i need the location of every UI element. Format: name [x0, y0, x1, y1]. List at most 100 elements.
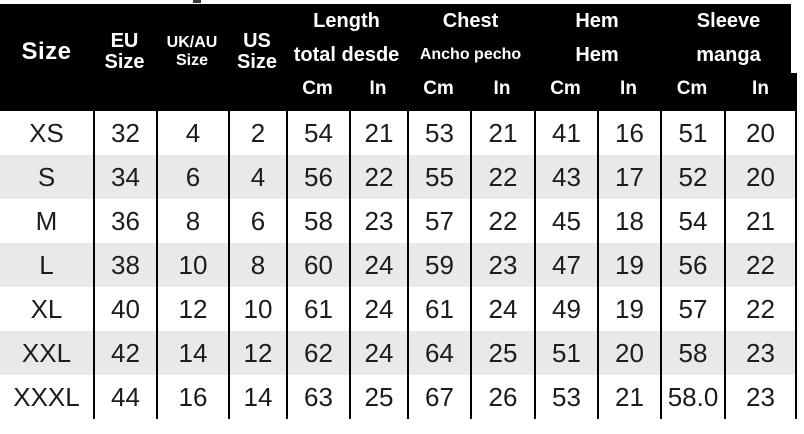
header-eu-line2: Size [104, 50, 145, 73]
value-cell: 23 [724, 331, 797, 375]
header-ukau-line2: Size [175, 51, 208, 69]
header-eu-size: EU Size [93, 4, 156, 111]
value-cell: 45 [534, 199, 597, 243]
value-cell: 16 [156, 375, 228, 419]
value-cell: 56 [660, 243, 724, 287]
header-chest-title: Chest [442, 9, 499, 32]
value-cell: 58.0 [660, 375, 724, 419]
value-cell: 2 [228, 111, 286, 155]
header-length-title: Length [313, 9, 380, 32]
value-cell: 21 [724, 199, 797, 243]
value-cell: 21 [349, 111, 407, 155]
value-cell: 17 [597, 155, 660, 199]
header-ukau-line1: UK/AU [166, 33, 218, 51]
header-hem-subtitle: Hem [575, 43, 619, 66]
value-cell: 52 [660, 155, 724, 199]
value-cell: 6 [156, 155, 228, 199]
value-cell: 4 [228, 155, 286, 199]
value-cell: 63 [286, 375, 349, 419]
value-cell: 61 [407, 287, 470, 331]
header-size-label: Size [21, 38, 72, 65]
value-cell: 32 [93, 111, 156, 155]
value-cell: 26 [470, 375, 534, 419]
value-cell: 53 [407, 111, 470, 155]
size-cell: XXL [21, 337, 72, 368]
value-cell: 59 [407, 243, 470, 287]
size-cell: M [35, 205, 58, 236]
header-us-line2: Size [236, 50, 278, 73]
value-cell: 58 [660, 331, 724, 375]
value-cell: 10 [156, 243, 228, 287]
value-cell: 62 [286, 331, 349, 375]
size-cell: XXXL [13, 381, 80, 412]
header-length-subtitle: total desde [293, 43, 400, 66]
value-cell: 14 [228, 375, 286, 419]
value-cell: 20 [724, 155, 797, 199]
unit-cm-label: Cm [302, 77, 333, 99]
value-cell: 8 [228, 243, 286, 287]
value-cell: 57 [407, 199, 470, 243]
header-sleeve-title: Sleeve [696, 9, 761, 32]
value-cell: 4 [156, 111, 228, 155]
value-cell: 22 [724, 287, 797, 331]
table-row: XL 40 12 10 61 24 61 24 49 19 57 22 [0, 287, 797, 331]
value-cell: 25 [470, 331, 534, 375]
value-cell: 8 [156, 199, 228, 243]
value-cell: 14 [156, 331, 228, 375]
size-cell: S [37, 161, 56, 192]
value-cell: 51 [660, 111, 724, 155]
value-cell: 49 [534, 287, 597, 331]
value-cell: 34 [93, 155, 156, 199]
value-cell: 12 [228, 331, 286, 375]
value-cell: 19 [597, 287, 660, 331]
value-cell: 58 [286, 199, 349, 243]
header-us-line1: US [243, 29, 271, 52]
unit-cm-label: Cm [423, 77, 454, 99]
value-cell: 38 [93, 243, 156, 287]
value-cell: 56 [286, 155, 349, 199]
value-cell: 6 [228, 199, 286, 243]
value-cell: 21 [597, 375, 660, 419]
table-row: XXL 42 14 12 62 24 64 25 51 20 58 23 [0, 331, 797, 375]
value-cell: 20 [597, 331, 660, 375]
value-cell: 40 [93, 287, 156, 331]
value-cell: 10 [228, 287, 286, 331]
value-cell: 36 [93, 199, 156, 243]
table-row: XS 32 4 2 54 21 53 21 41 16 51 20 [0, 111, 797, 155]
value-cell: 53 [534, 375, 597, 419]
value-cell: 24 [470, 287, 534, 331]
artifact-mark [193, 0, 201, 3]
table-row: XXXL 44 16 14 63 25 67 26 53 21 58.0 23 [0, 375, 797, 419]
value-cell: 42 [93, 331, 156, 375]
value-cell: 24 [349, 287, 407, 331]
unit-in-label: In [369, 77, 387, 99]
size-cell: XL [30, 293, 63, 324]
value-cell: 23 [470, 243, 534, 287]
value-cell: 12 [156, 287, 228, 331]
value-cell: 16 [597, 111, 660, 155]
value-cell: 22 [470, 199, 534, 243]
value-cell: 22 [470, 155, 534, 199]
value-cell: 24 [349, 331, 407, 375]
header-sleeve-subtitle: manga [696, 43, 761, 66]
value-cell: 24 [349, 243, 407, 287]
value-cell: 51 [534, 331, 597, 375]
value-cell: 47 [534, 243, 597, 287]
header-eu-line1: EU [110, 29, 139, 52]
size-cell: XS [29, 117, 64, 148]
header-corner-notch [791, 4, 797, 73]
table-row: L 38 10 8 60 24 59 23 47 19 56 22 [0, 243, 797, 287]
value-cell: 43 [534, 155, 597, 199]
value-cell: 67 [407, 375, 470, 419]
value-cell: 23 [349, 199, 407, 243]
unit-cm-label: Cm [550, 77, 581, 99]
unit-in-label: In [752, 77, 769, 99]
value-cell: 21 [470, 111, 534, 155]
value-cell: 57 [660, 287, 724, 331]
value-cell: 22 [724, 243, 797, 287]
table-header: Size EU Size UK/AU Size US Size Length t… [0, 4, 797, 111]
table-body: XS 32 4 2 54 21 53 21 41 16 51 20 S 34 6… [0, 111, 797, 419]
value-cell: 55 [407, 155, 470, 199]
table-row: S 34 6 4 56 22 55 22 43 17 52 20 [0, 155, 797, 199]
